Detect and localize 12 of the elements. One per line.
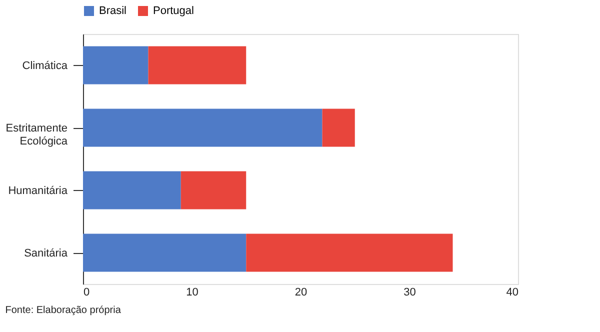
y-tick-label: Humanitária xyxy=(8,184,68,197)
x-tick-label: 40 xyxy=(506,286,518,298)
source-note: Fonte: Elaboração própria xyxy=(5,305,122,316)
x-tick-label: 20 xyxy=(294,286,308,298)
y-tick-label: Climática xyxy=(22,60,68,72)
legend-label: Portugal xyxy=(153,5,194,17)
x-tick-label: 10 xyxy=(186,286,198,298)
x-tick-label: 0 xyxy=(84,286,90,298)
legend-label: Brasil xyxy=(99,5,127,17)
x-tick-label: 30 xyxy=(404,286,416,298)
y-tick-label: Sanitária xyxy=(24,247,68,260)
y-tick-label: Estritamente Ecológica xyxy=(6,122,68,148)
